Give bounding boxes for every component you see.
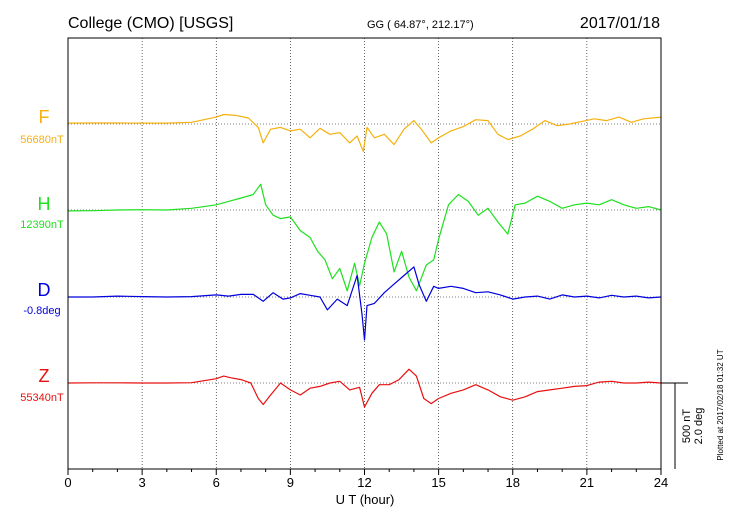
x-tick-label: 6 (213, 475, 220, 490)
baseline-value-h: 12390nT (20, 219, 64, 231)
component-label-h: H (38, 194, 51, 214)
component-label-z: Z (39, 366, 50, 386)
x-tick-label: 9 (287, 475, 294, 490)
scale-bar-deg-label: 2.0 deg (693, 408, 705, 445)
scale-bar: 500 nT 2.0 deg (661, 382, 705, 469)
x-axis-label: U T (hour) (336, 492, 395, 507)
x-tick-label: 21 (580, 475, 594, 490)
baseline-value-d: -0.8deg (23, 305, 60, 317)
x-tick-label: 15 (431, 475, 445, 490)
scale-bar-nt-label: 500 nT (681, 409, 693, 444)
series-z-line (67, 368, 662, 408)
series-f-line (67, 113, 662, 153)
x-tick-label: 3 (139, 475, 146, 490)
x-tick-label: 24 (654, 475, 668, 490)
grid-lines (68, 38, 661, 469)
station-title: College (CMO) [USGS] (68, 15, 233, 32)
component-label-d: D (38, 280, 51, 300)
component-label-f: F (39, 107, 50, 127)
x-tick-label: 12 (357, 475, 371, 490)
series-d-line (68, 266, 662, 341)
baseline-value-z: 55340nT (20, 392, 64, 404)
x-tick-label: 0 (64, 475, 71, 490)
series-group: F 56680nT H 12390nT D -0.8deg Z 55340nT (20, 107, 662, 408)
series-h-line (67, 183, 662, 292)
x-axis-ticks: 0 3 6 9 12 15 18 21 24 (64, 469, 668, 490)
plotted-timestamp: Plotted at 2017/02/18 01:32 UT (716, 349, 725, 460)
geographic-coordinates: GG ( 64.87°, 212.17°) (367, 19, 474, 31)
baseline-value-f: 56680nT (20, 134, 64, 146)
x-tick-label: 18 (506, 475, 520, 490)
record-date: 2017/01/18 (580, 15, 660, 32)
